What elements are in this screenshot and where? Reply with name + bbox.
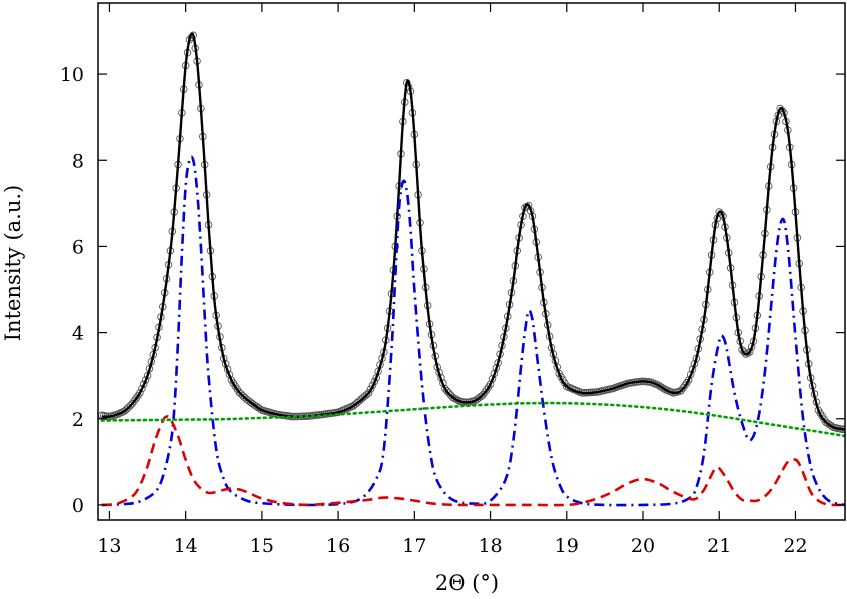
y-tick-label: 2	[72, 409, 84, 431]
data-point	[745, 348, 754, 356]
x-tick-label: 20	[631, 535, 655, 557]
data-point	[138, 384, 146, 393]
data-point	[448, 393, 457, 401]
x-tick-label: 21	[707, 535, 731, 557]
plot-area	[98, 31, 845, 507]
x-tick-label: 16	[326, 535, 350, 557]
data-point	[656, 382, 664, 391]
data-point	[473, 395, 481, 404]
data-point	[450, 394, 459, 403]
data-point	[254, 403, 262, 412]
x-tick-label: 22	[783, 535, 807, 557]
data-point	[740, 348, 748, 356]
data-point	[454, 396, 462, 405]
data-point	[250, 401, 259, 409]
x-axis: 13 14 15 16 17 18 19 20 21 22	[97, 3, 808, 557]
data-point	[444, 389, 453, 397]
data-point	[826, 421, 834, 429]
x-tick-label: 15	[250, 535, 274, 557]
y-tick-label: 4	[72, 323, 84, 345]
series-observed-data	[98, 31, 845, 434]
series-layer	[98, 31, 845, 507]
x-tick-label: 13	[97, 535, 121, 557]
y-tick-label: 10	[60, 64, 84, 86]
data-point	[246, 398, 255, 406]
data-point	[242, 395, 251, 404]
data-point	[822, 418, 830, 426]
data-point	[442, 387, 451, 395]
data-point	[658, 383, 666, 392]
series-component-red	[101, 414, 845, 507]
data-point	[684, 376, 693, 384]
y-axis: 0 2 4 6 8 10	[60, 64, 845, 517]
x-tick-label: 18	[478, 535, 502, 557]
data-point	[252, 402, 260, 411]
x-axis-title: 2Θ (°)	[435, 571, 499, 595]
data-point	[477, 392, 485, 401]
y-axis-title: Intensity (a.u.)	[1, 185, 25, 341]
data-point	[441, 384, 449, 393]
data-point	[366, 385, 375, 393]
y-tick-label: 0	[72, 495, 84, 517]
data-point	[475, 394, 483, 402]
data-point	[776, 104, 784, 113]
series-component-blue	[101, 155, 845, 507]
x-tick-label: 14	[174, 535, 198, 557]
data-point	[362, 390, 371, 399]
series-fit-curve	[101, 32, 845, 431]
data-point	[824, 419, 832, 428]
data-point	[248, 399, 257, 408]
y-tick-label: 8	[72, 150, 84, 172]
y-tick-label: 6	[72, 236, 84, 258]
data-point	[136, 389, 144, 397]
data-point	[126, 401, 135, 410]
data-point	[244, 397, 253, 405]
x-tick-label: 19	[555, 535, 579, 557]
data-point	[364, 389, 373, 397]
plot-frame	[97, 2, 846, 521]
series-background	[100, 401, 845, 438]
data-point	[486, 380, 495, 389]
x-tick-label: 17	[402, 535, 426, 557]
data-point	[654, 381, 663, 389]
